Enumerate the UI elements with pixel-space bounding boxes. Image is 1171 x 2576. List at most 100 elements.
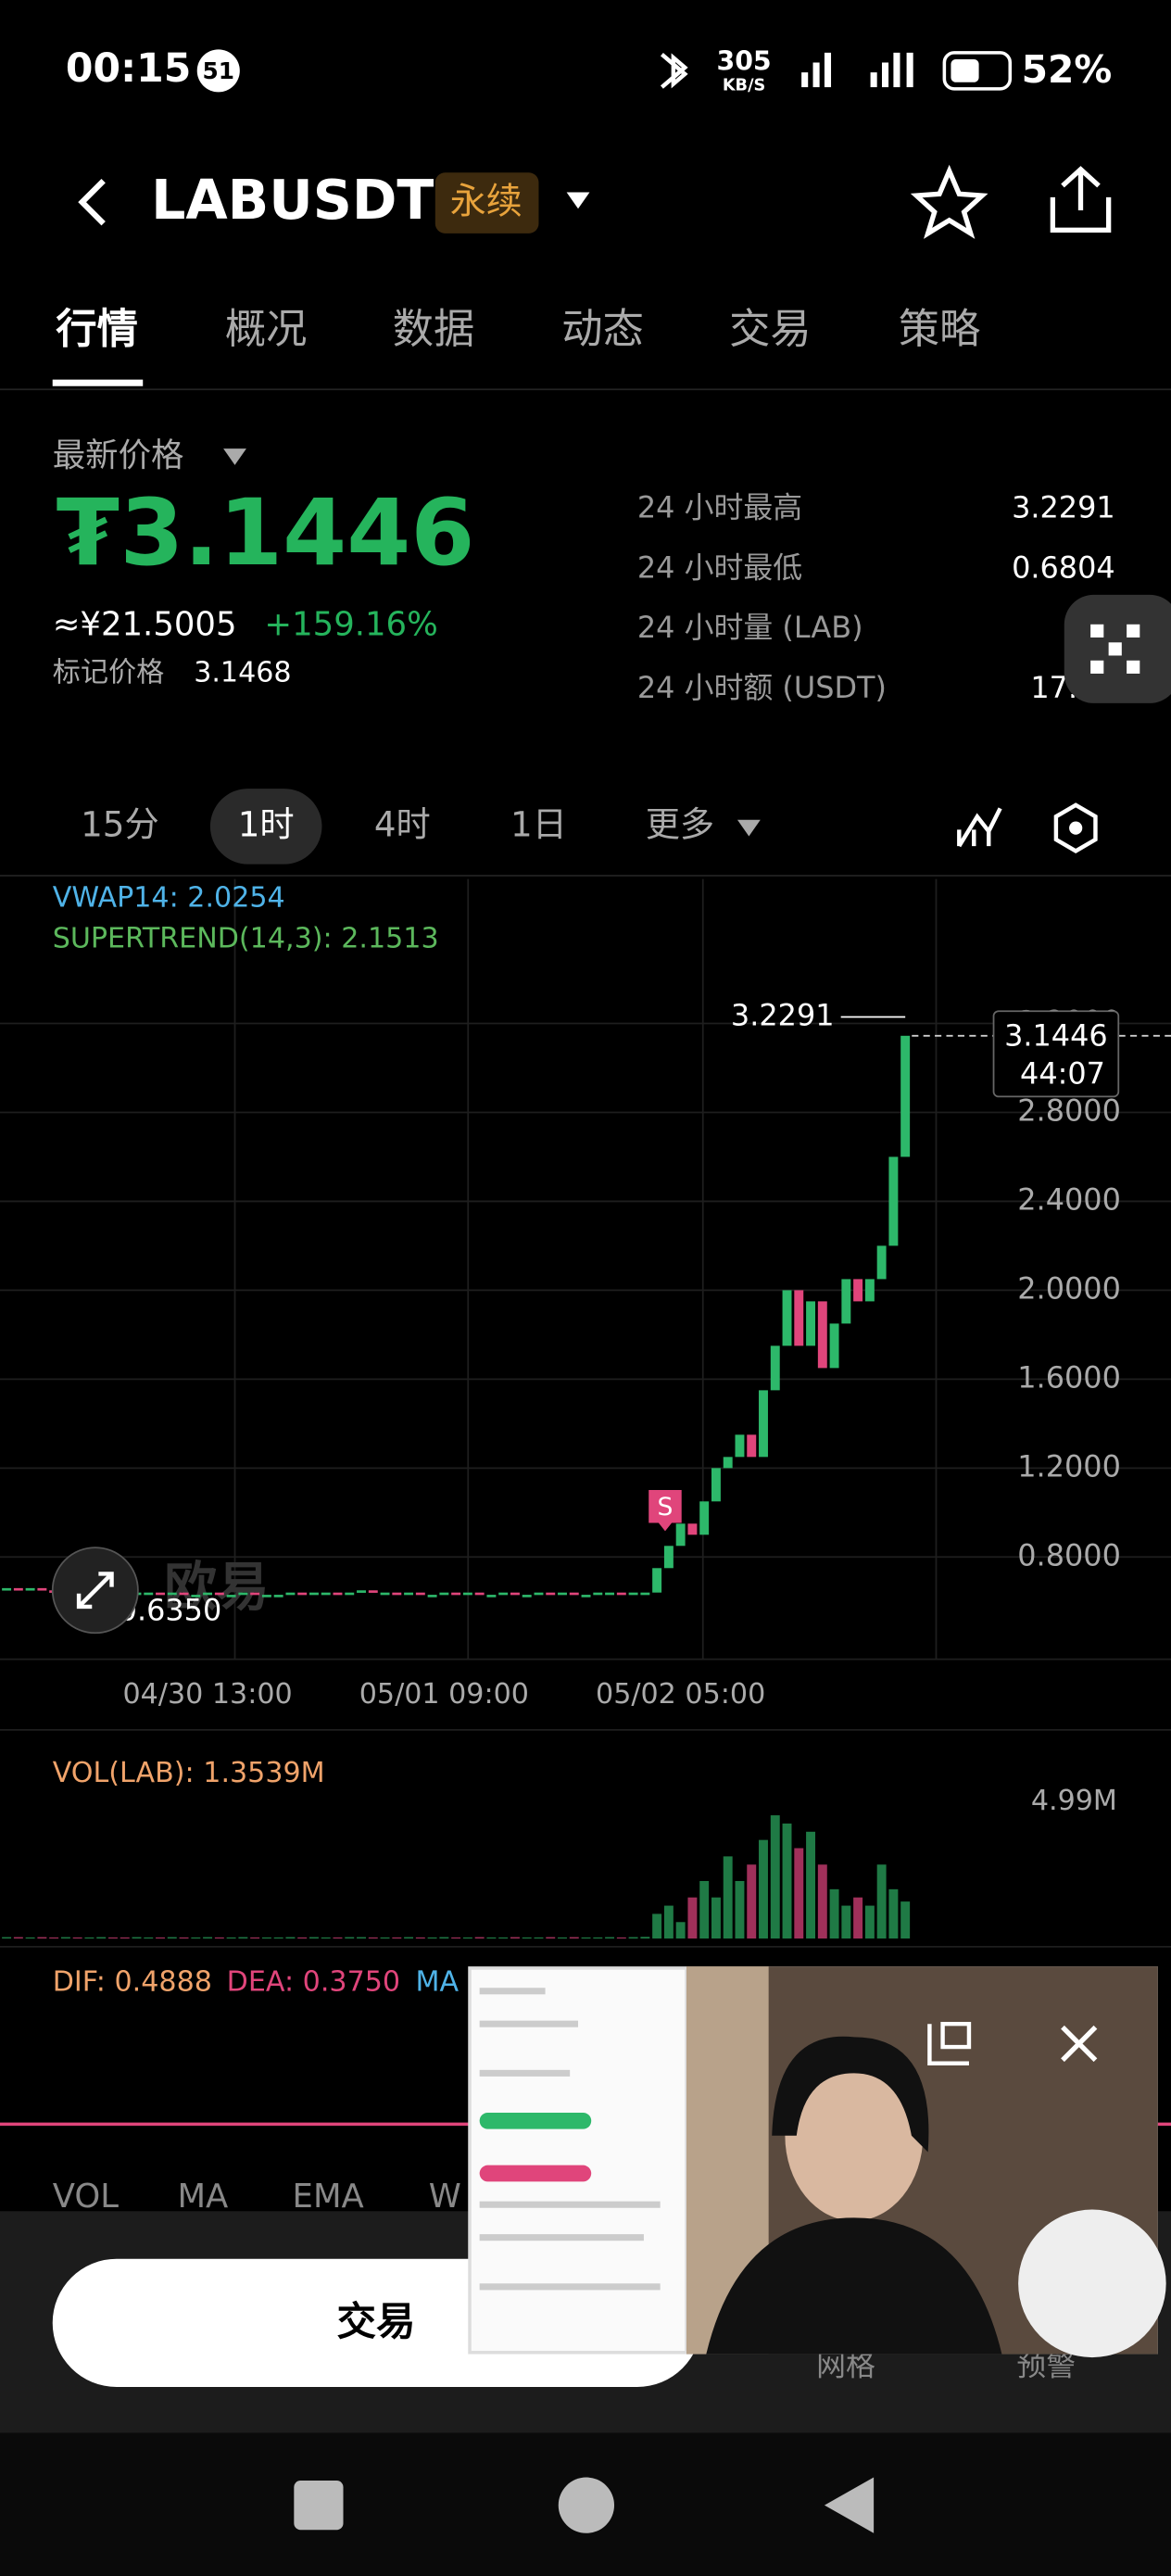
candle <box>864 1279 875 1302</box>
price-change: +159.16% <box>264 606 437 644</box>
x-tick-label: 05/01 09:00 <box>359 1678 529 1711</box>
cny-price: ≈¥21.5005 <box>53 606 237 644</box>
y-tick-label: 1.6000 <box>1017 1359 1121 1395</box>
volume-bar <box>829 1888 839 1939</box>
volume-bar <box>652 1913 662 1939</box>
interval[interactable]: 15分 <box>81 803 159 844</box>
interval[interactable]: 更多 <box>646 803 714 844</box>
candle <box>203 1592 213 1596</box>
candle <box>510 1592 520 1596</box>
price-label: 最新价格 <box>53 436 184 474</box>
candle <box>486 1595 497 1597</box>
tab[interactable]: 交易 <box>729 306 812 353</box>
volume-bar <box>900 1901 911 1939</box>
tab[interactable]: 概况 <box>225 306 308 353</box>
candle <box>214 1592 224 1596</box>
indicator-button[interactable] <box>957 807 1002 848</box>
indicator-tab[interactable]: VOL <box>53 2178 120 2216</box>
indicator-label: SUPERTREND(14,3): 2.1513 <box>53 923 439 955</box>
clock: 00:15 <box>66 46 191 92</box>
y-tick-label: 2.8000 <box>1017 1092 1121 1128</box>
candle <box>37 1587 47 1591</box>
candle <box>675 1523 686 1547</box>
candle <box>652 1568 662 1593</box>
candle <box>900 1035 911 1157</box>
volume-label: VOL(LAB): 1.3539M <box>53 1757 325 1789</box>
tab[interactable]: 动态 <box>561 306 644 353</box>
indicator-tab[interactable]: W <box>429 2178 461 2216</box>
volume-bar <box>782 1823 792 1939</box>
candle <box>498 1592 509 1596</box>
back-button[interactable] <box>78 178 106 226</box>
candle <box>179 1592 189 1596</box>
volume-bar <box>770 1815 780 1939</box>
candle <box>829 1323 839 1369</box>
share-button[interactable] <box>1050 166 1112 233</box>
y-tick-label: 0.8000 <box>1017 1537 1121 1572</box>
candle <box>841 1279 851 1324</box>
candle <box>333 1592 343 1596</box>
stat-label: 24 小时量 (LAB) <box>637 610 863 645</box>
candle <box>616 1592 626 1596</box>
volume-bar <box>663 1905 674 1939</box>
video-overlay[interactable] <box>468 1966 1166 2358</box>
candle <box>817 1301 827 1369</box>
tab[interactable]: 数据 <box>393 306 475 353</box>
candle <box>25 1587 35 1591</box>
candle <box>770 1345 780 1391</box>
candle <box>285 1592 296 1596</box>
indicator-tab[interactable]: EMA <box>293 2178 364 2216</box>
candle <box>2 1587 12 1591</box>
candle <box>13 1587 23 1591</box>
candle <box>345 1592 355 1596</box>
interval[interactable]: 4时 <box>374 803 431 844</box>
symbol-dropdown[interactable] <box>566 192 590 209</box>
tab[interactable]: 策略 <box>899 306 981 353</box>
candle <box>735 1434 745 1458</box>
candle <box>782 1290 792 1346</box>
interval[interactable]: 1日 <box>510 803 567 844</box>
watermark: 欧易 <box>164 1557 269 1618</box>
candle <box>439 1592 449 1596</box>
candle <box>357 1590 366 1593</box>
volume-bar <box>640 1937 650 1939</box>
stat-label: 24 小时最低 <box>637 549 802 585</box>
signal-marker <box>648 1490 682 1532</box>
indicator-label: VWAP14: 2.0254 <box>53 881 285 914</box>
volume-bar <box>687 1897 698 1939</box>
indicator-tab[interactable]: MA <box>177 2178 228 2216</box>
tab[interactable]: 行情 <box>56 306 138 353</box>
macd-label: DIF: 0.4888 <box>53 1965 212 1998</box>
candle <box>534 1592 544 1596</box>
candle <box>723 1457 733 1469</box>
candle <box>581 1595 591 1597</box>
candle <box>605 1592 615 1596</box>
candle <box>261 1595 271 1597</box>
candle <box>427 1595 437 1597</box>
settings-button[interactable] <box>1053 802 1098 854</box>
candle <box>474 1592 485 1596</box>
candle <box>226 1595 236 1597</box>
candle <box>806 1301 816 1346</box>
volume-tick-label: 4.99M <box>1031 1785 1117 1817</box>
volume-bar <box>864 1905 875 1939</box>
favorite-button[interactable] <box>910 164 988 239</box>
candle <box>558 1592 567 1596</box>
candle <box>593 1592 603 1596</box>
candle <box>156 1592 165 1596</box>
candle <box>368 1590 378 1593</box>
mark-price: 3.1468 <box>194 656 291 688</box>
badge: 51 <box>203 57 235 84</box>
candle <box>308 1592 319 1596</box>
candle <box>144 1592 154 1596</box>
volume-bar <box>723 1856 733 1939</box>
trade-label: 交易 <box>336 2300 415 2345</box>
candle <box>404 1592 414 1596</box>
interval[interactable]: 1时 <box>238 803 295 844</box>
x-tick-label: 04/30 13:00 <box>122 1678 292 1711</box>
high-label: 3.2291 <box>731 998 835 1033</box>
candle <box>569 1592 579 1596</box>
candle <box>687 1523 698 1535</box>
